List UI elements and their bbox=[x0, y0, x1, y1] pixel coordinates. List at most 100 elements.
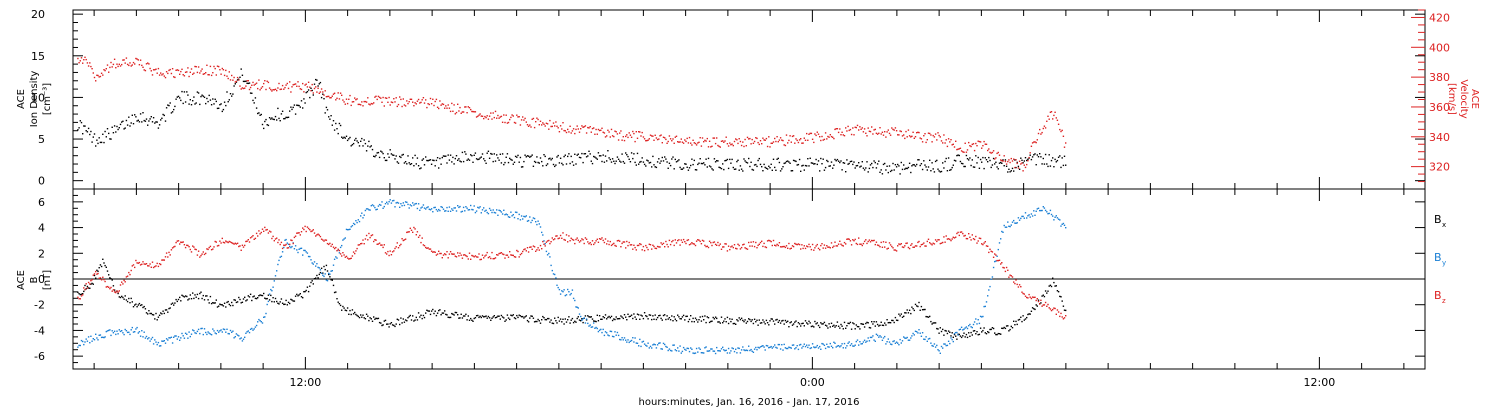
by-point bbox=[569, 294, 571, 296]
by-point bbox=[614, 331, 616, 333]
density-point bbox=[853, 161, 855, 163]
velocity-point bbox=[693, 142, 695, 144]
bx-point bbox=[380, 322, 382, 324]
density-point bbox=[183, 91, 186, 93]
density-point bbox=[118, 127, 120, 129]
density-point bbox=[324, 112, 326, 114]
density-point bbox=[261, 123, 264, 126]
bz-point bbox=[784, 246, 787, 249]
by-point bbox=[739, 352, 742, 354]
by-point bbox=[364, 209, 367, 212]
bz-point bbox=[958, 234, 960, 237]
legend-bx: B bbox=[1434, 213, 1442, 226]
bz-point bbox=[416, 231, 419, 233]
bx-point bbox=[927, 316, 930, 318]
density-point bbox=[769, 167, 771, 169]
by-point bbox=[245, 332, 247, 334]
velocity-point bbox=[1057, 123, 1060, 125]
velocity-point bbox=[1017, 167, 1020, 169]
bz-point bbox=[266, 228, 268, 231]
velocity-point bbox=[774, 137, 776, 140]
by-point bbox=[449, 210, 452, 212]
bz-point bbox=[997, 259, 999, 262]
density-point bbox=[837, 160, 840, 162]
bz-point bbox=[884, 246, 886, 248]
velocity-point bbox=[481, 115, 484, 117]
bx-point bbox=[165, 309, 168, 311]
bz-point bbox=[480, 258, 482, 261]
density-point bbox=[105, 136, 107, 138]
density-point bbox=[875, 167, 878, 169]
bx-point bbox=[1061, 300, 1063, 302]
bz-point bbox=[248, 241, 251, 243]
by-point bbox=[684, 348, 686, 351]
bx-point bbox=[908, 309, 911, 311]
velocity-point bbox=[96, 74, 98, 76]
bz-point bbox=[1060, 312, 1062, 315]
by-point bbox=[639, 338, 641, 341]
by-point bbox=[441, 206, 443, 209]
velocity-point bbox=[513, 121, 516, 124]
bx-point bbox=[1049, 284, 1052, 286]
bx-point bbox=[768, 324, 770, 326]
bx-point bbox=[503, 317, 505, 319]
bz-point bbox=[338, 249, 341, 252]
by-point bbox=[436, 210, 439, 212]
density-point bbox=[1036, 154, 1038, 156]
bx-point bbox=[78, 293, 80, 295]
bz-point bbox=[176, 240, 178, 242]
velocity-point bbox=[184, 71, 187, 73]
velocity-point bbox=[783, 144, 785, 146]
by-point bbox=[886, 341, 888, 343]
bx-point bbox=[800, 325, 802, 327]
by-point bbox=[641, 341, 643, 343]
density-point bbox=[1018, 168, 1021, 170]
by-point bbox=[527, 219, 530, 222]
density-point bbox=[535, 161, 537, 164]
velocity-point bbox=[836, 128, 839, 130]
density-point bbox=[768, 165, 770, 167]
bz-point bbox=[371, 234, 374, 236]
velocity-point bbox=[485, 116, 487, 119]
density-point bbox=[374, 156, 376, 158]
velocity-point bbox=[180, 70, 182, 73]
by-point bbox=[871, 336, 873, 339]
by-point bbox=[841, 343, 843, 345]
bx-point bbox=[219, 303, 221, 305]
density-point bbox=[824, 166, 827, 169]
bx-point bbox=[176, 300, 178, 303]
by-point bbox=[798, 344, 801, 346]
velocity-point bbox=[568, 131, 570, 133]
bz-point bbox=[648, 243, 650, 245]
bx-point bbox=[997, 332, 999, 335]
velocity-point bbox=[119, 65, 122, 67]
bz-point bbox=[796, 243, 798, 246]
bx-point bbox=[1018, 318, 1021, 321]
bz-point bbox=[497, 254, 499, 256]
velocity-point bbox=[884, 131, 886, 133]
by-point bbox=[662, 342, 665, 345]
bz-point bbox=[160, 263, 162, 266]
bx-point bbox=[895, 319, 898, 321]
by-point bbox=[455, 210, 458, 212]
bx-point bbox=[333, 291, 336, 294]
density-point bbox=[803, 169, 805, 171]
density-point bbox=[433, 159, 435, 162]
velocity-point bbox=[164, 76, 167, 79]
velocity-point bbox=[458, 110, 460, 112]
bz-point bbox=[556, 235, 558, 237]
density-point bbox=[402, 153, 404, 156]
bx-point bbox=[277, 302, 279, 304]
velocity-point bbox=[413, 105, 415, 107]
bx-point bbox=[989, 328, 991, 331]
bx-point bbox=[226, 301, 228, 304]
bx-point bbox=[1029, 313, 1031, 315]
density-point bbox=[434, 165, 436, 167]
velocity-point bbox=[78, 62, 80, 64]
density-point bbox=[957, 154, 959, 156]
bx-point bbox=[491, 317, 493, 319]
bz-point bbox=[674, 239, 676, 241]
bz-point bbox=[108, 286, 110, 288]
density-point bbox=[713, 158, 716, 160]
bx-point bbox=[889, 322, 892, 324]
